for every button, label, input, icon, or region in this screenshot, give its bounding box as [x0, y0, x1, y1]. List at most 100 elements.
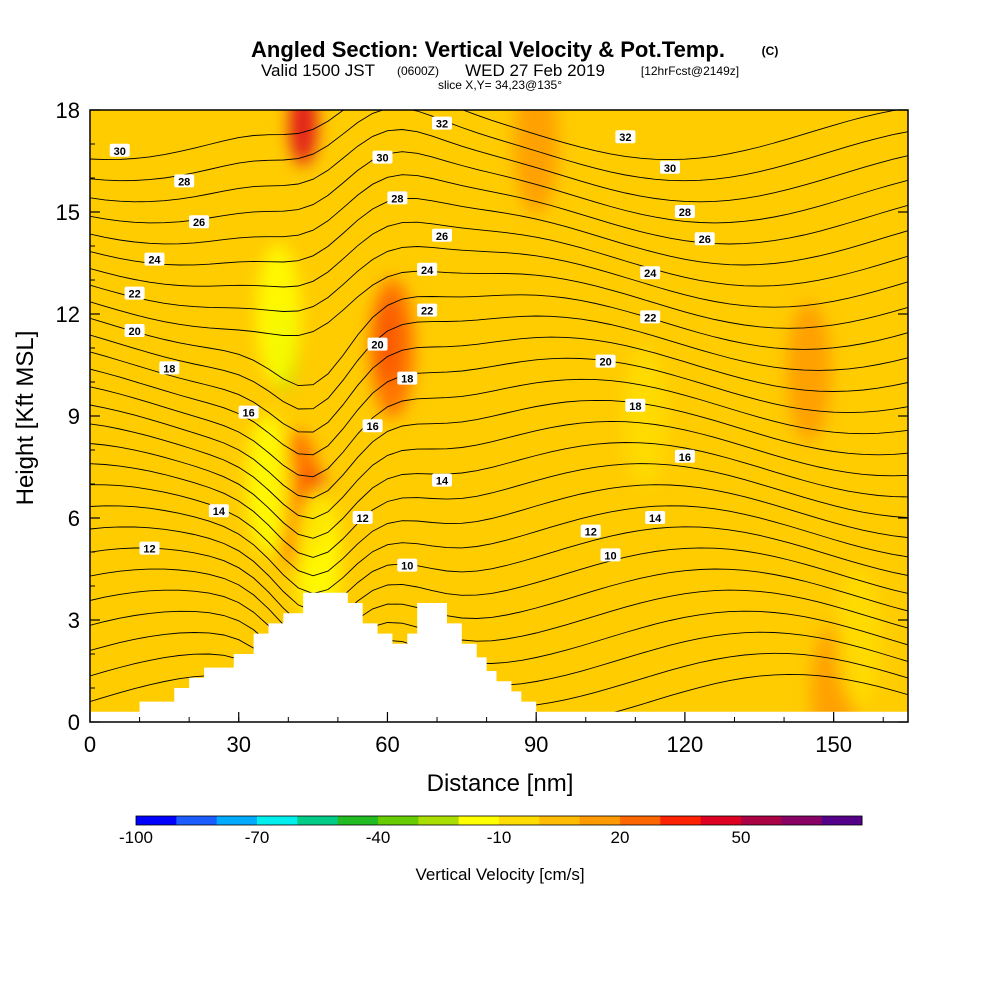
isotherm-label: 18	[625, 398, 646, 413]
isotherm-line	[90, 174, 908, 245]
x-tick-label: 30	[226, 732, 250, 757]
isotherm-line	[90, 399, 908, 499]
isotherm-line	[90, 315, 908, 410]
isotherm-label: 28	[387, 191, 408, 205]
velocity-cell	[786, 301, 831, 442]
svg-text:14: 14	[649, 513, 662, 525]
colorbar-swatch	[620, 816, 661, 825]
x-axis-label: Distance [nm]	[427, 770, 574, 797]
svg-text:10: 10	[604, 550, 616, 562]
isotherm-label: 20	[367, 337, 388, 352]
isotherm-line	[90, 610, 908, 679]
colorbar-swatch	[700, 816, 742, 825]
plot-area: 30 28 26 24 22 20 18 16 14 12 32 30 28 26 24 22 20 18 16 14…	[90, 110, 908, 722]
svg-text:26: 26	[699, 234, 711, 246]
svg-text:18: 18	[163, 363, 175, 375]
isotherm-label: 24	[417, 262, 438, 277]
isotherm-line	[90, 221, 908, 288]
svg-text:20: 20	[128, 326, 140, 338]
svg-text:10: 10	[401, 561, 413, 573]
isotherm-line	[90, 110, 900, 161]
colorbar-swatch	[136, 816, 177, 825]
isotherm-label: 28	[674, 205, 695, 219]
isotherm-label: 22	[417, 303, 438, 318]
colorbar-tick-label: -10	[487, 828, 512, 847]
isotherm-line	[90, 336, 908, 433]
isotherm-line	[90, 547, 908, 629]
x-tick-label: 0	[84, 732, 96, 757]
isotherm-line	[90, 357, 908, 456]
x-tick-label: 120	[667, 732, 704, 757]
colorbar-swatch	[216, 816, 258, 825]
colorbar-swatch	[378, 816, 419, 825]
isotherm-label: 26	[694, 232, 715, 246]
velocity-cell	[256, 244, 301, 384]
isotherm-label: 22	[124, 286, 145, 301]
isotherm-label: 24	[144, 252, 165, 267]
velocity-cell	[289, 110, 318, 166]
svg-text:16: 16	[243, 408, 255, 420]
isotherm-label: 22	[640, 310, 661, 324]
svg-text:18: 18	[629, 401, 641, 413]
colorbar-swatch	[458, 816, 500, 825]
isotherm-label: 16	[238, 405, 259, 420]
svg-text:20: 20	[371, 340, 383, 352]
isotherm-label: 32	[431, 116, 452, 131]
y-tick-label: 9	[68, 404, 80, 429]
svg-text:18: 18	[401, 374, 413, 386]
svg-text:22: 22	[421, 306, 433, 318]
x-tick-label: 60	[375, 732, 399, 757]
colorbar: -100 -70 -40 -10 20 50	[119, 815, 863, 847]
chart-title: Angled Section: Vertical Velocity & Pot.…	[251, 37, 725, 62]
colorbar-swatch	[257, 816, 298, 825]
chart-subtitle-valid: Valid 1500 JST	[261, 61, 375, 80]
isotherm-line	[90, 505, 908, 595]
isotherm-line	[90, 568, 908, 646]
svg-text:20: 20	[599, 357, 611, 369]
colorbar-swatch	[821, 816, 863, 825]
chart-subtitle-slice: slice X,Y= 34,23@135°	[438, 78, 562, 92]
isotherm-label: 10	[600, 548, 621, 562]
isotherm-label: 20	[595, 354, 616, 369]
isotherm-labels: 30 28 26 24 22 20 18 16 14 12 32 30 28 26 24 22 20 18 16 14…	[109, 116, 715, 573]
y-tick-label: 6	[68, 506, 80, 531]
colorbar-swatch	[741, 816, 782, 825]
isotherm-label: 14	[645, 511, 666, 525]
isotherm-line	[90, 420, 908, 520]
svg-text:24: 24	[644, 268, 657, 280]
isotherm-line	[90, 442, 908, 539]
y-tick-label: 12	[56, 302, 80, 327]
colorbar-tick-label: 50	[732, 828, 751, 847]
svg-text:22: 22	[128, 289, 140, 301]
x-axis: 0 30 60 90 120 150	[84, 712, 884, 757]
isotherm-lines	[90, 110, 908, 722]
svg-text:28: 28	[391, 193, 403, 205]
svg-text:24: 24	[148, 255, 161, 267]
chart-subtitle-fcst: [12hrFcst@2149z]	[641, 64, 739, 78]
isotherm-label: 10	[397, 558, 418, 573]
isotherm-line	[90, 463, 908, 558]
isotherm-label: 12	[352, 511, 373, 525]
isotherm-line	[90, 270, 908, 336]
svg-text:16: 16	[366, 421, 378, 433]
colorbar-swatch	[539, 816, 581, 825]
chart-title-unit: (C)	[762, 44, 779, 58]
isotherm-label: 28	[174, 174, 195, 188]
y-axis: 0 3 6 9 12 15 18	[56, 98, 908, 735]
svg-text:14: 14	[436, 476, 449, 488]
colorbar-swatch	[579, 816, 621, 825]
y-axis-label: Height [Kft MSL]	[12, 331, 39, 506]
isotherm-label: 30	[109, 143, 130, 158]
svg-text:12: 12	[585, 527, 597, 539]
colorbar-tick-label: -100	[119, 828, 153, 847]
colorbar-swatch	[781, 816, 823, 825]
chart-subtitle-date: WED 27 Feb 2019	[465, 61, 605, 80]
svg-text:12: 12	[143, 544, 155, 556]
colorbar-tick-label: 20	[611, 828, 630, 847]
isotherm-line	[90, 151, 908, 224]
isotherm-line	[90, 197, 908, 266]
isotherm-label: 12	[580, 524, 601, 539]
svg-text:28: 28	[178, 176, 190, 188]
isotherm-line	[90, 294, 908, 387]
